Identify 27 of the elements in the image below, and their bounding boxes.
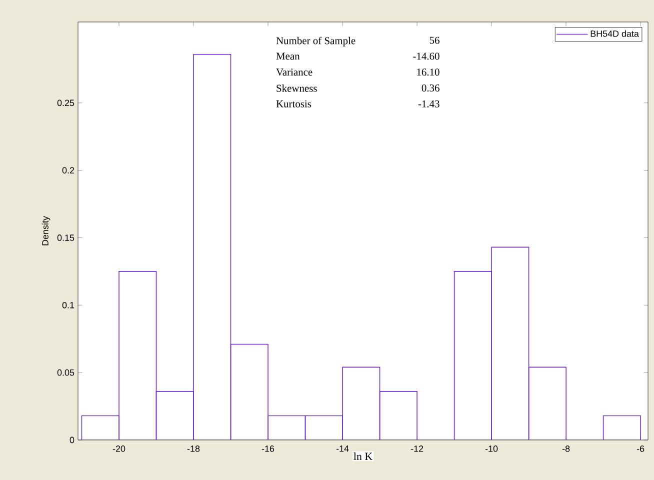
x-tick-label: -18 — [187, 446, 200, 452]
annotation: Mean — [276, 52, 300, 60]
x-tick-label: -12 — [410, 446, 424, 452]
x-tick-label: -14 — [336, 446, 349, 452]
x-tick-label: -6 — [636, 446, 644, 452]
x-tick-label: -16 — [262, 446, 274, 452]
annotation: Number of Sample — [276, 36, 356, 46]
y-axis-title: Density — [42, 216, 50, 246]
y-tick-label: 0.2 — [62, 167, 74, 174]
y-tick-label: 0.25 — [57, 100, 74, 106]
x-tick-label: -10 — [485, 446, 498, 452]
x-tick-label: -20 — [112, 446, 126, 452]
annotation: Skewness — [276, 84, 317, 92]
annotation: 0.36 — [422, 84, 440, 92]
annotation: 56 — [430, 36, 440, 44]
y-tick-label: 0.1 — [62, 302, 74, 308]
annotation: -14.60 — [413, 52, 440, 60]
annotation: 16.10 — [417, 68, 440, 76]
annotation: Variance — [276, 68, 312, 76]
legend-label: BH54D data — [590, 30, 639, 37]
annotation: -1.43 — [418, 100, 440, 108]
y-tick-label: 0.05 — [57, 369, 74, 376]
x-axis-title: ln K — [354, 452, 372, 460]
x-tick-label: -8 — [562, 446, 570, 452]
y-tick-label: 0 — [70, 436, 74, 444]
y-tick-label: 0.15 — [57, 234, 74, 241]
annotation: Kurtosis — [276, 100, 312, 108]
